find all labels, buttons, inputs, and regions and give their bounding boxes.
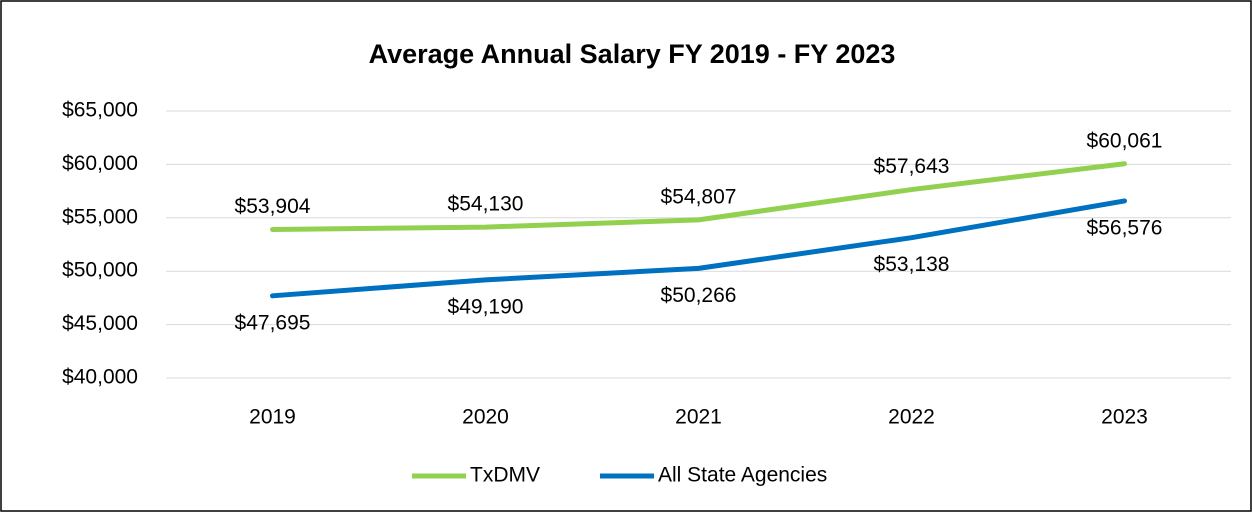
data-label: $47,695: [235, 311, 311, 334]
data-label: $56,576: [1087, 217, 1163, 240]
x-tick-label: 2022: [888, 406, 935, 429]
x-tick-label: 2021: [675, 406, 722, 429]
data-label: $50,266: [661, 284, 737, 307]
y-tick-label: $45,000: [62, 312, 138, 335]
data-label: $60,061: [1087, 129, 1163, 152]
y-tick-label: $60,000: [62, 152, 138, 175]
data-label: $49,190: [448, 295, 524, 318]
data-label: $54,130: [448, 193, 524, 216]
chart-title: Average Annual Salary FY 2019 - FY 2023: [369, 39, 896, 69]
y-tick-label: $40,000: [62, 366, 138, 389]
x-tick-label: 2023: [1101, 406, 1148, 429]
y-tick-label: $65,000: [62, 99, 138, 122]
data-label: $57,643: [874, 155, 950, 178]
series-line: [270, 161, 1127, 233]
series-line: [270, 198, 1127, 299]
y-tick-label: $50,000: [62, 259, 138, 282]
data-label: $53,138: [874, 253, 950, 276]
data-label: $54,807: [661, 185, 737, 208]
y-tick-label: $55,000: [62, 205, 138, 228]
x-tick-label: 2019: [249, 406, 296, 429]
data-label: $53,904: [235, 195, 311, 218]
x-tick-label: 2020: [462, 406, 509, 429]
legend-label: TxDMV: [470, 464, 540, 487]
legend-label: All State Agencies: [658, 464, 827, 487]
